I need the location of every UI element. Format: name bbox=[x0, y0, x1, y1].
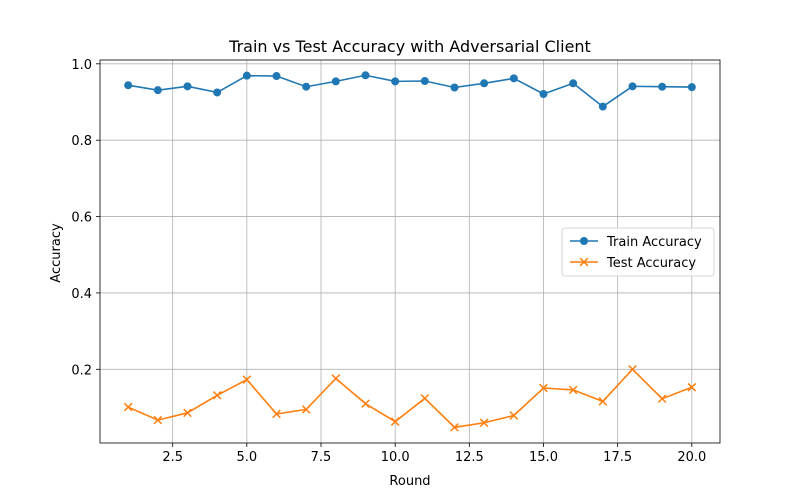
data-point bbox=[539, 89, 548, 98]
y-axis-label: Accuracy bbox=[49, 223, 64, 283]
grid bbox=[100, 60, 720, 443]
legend: Train Accuracy Test Accuracy bbox=[561, 227, 715, 277]
data-point bbox=[450, 83, 459, 92]
data-point bbox=[242, 71, 251, 80]
data-point bbox=[687, 382, 697, 392]
data-point bbox=[598, 102, 607, 111]
series-layer bbox=[123, 71, 697, 432]
x-tick-label: 12.5 bbox=[455, 450, 484, 465]
x-tick-label: 5.0 bbox=[236, 450, 257, 465]
data-point bbox=[657, 394, 667, 404]
data-point bbox=[361, 71, 370, 80]
data-point bbox=[331, 374, 341, 383]
x-tick-label: 7.5 bbox=[311, 450, 332, 465]
y-tick-label: 0.6 bbox=[71, 211, 92, 226]
data-point bbox=[598, 397, 608, 406]
data-point bbox=[628, 82, 637, 91]
y-tick-label: 0.8 bbox=[71, 134, 92, 149]
data-point bbox=[509, 74, 518, 83]
legend-marker bbox=[580, 237, 588, 245]
x-axis-label: Round bbox=[389, 474, 430, 489]
data-point bbox=[509, 411, 519, 420]
y-tick-label: 0.2 bbox=[71, 363, 92, 378]
data-point bbox=[272, 72, 281, 81]
data-point bbox=[183, 408, 192, 418]
data-point bbox=[420, 77, 429, 86]
series-0 bbox=[124, 71, 696, 111]
data-point bbox=[687, 83, 696, 92]
legend-marker bbox=[579, 257, 589, 267]
legend-entry: Train Accuracy bbox=[570, 235, 702, 250]
legend-label: Test Accuracy bbox=[606, 256, 696, 271]
legend-box bbox=[561, 227, 715, 277]
data-point bbox=[153, 415, 163, 425]
chart-title: Train vs Test Accuracy with Adversarial … bbox=[228, 37, 591, 56]
data-point bbox=[420, 393, 430, 403]
data-point bbox=[212, 390, 222, 400]
data-point bbox=[568, 385, 578, 395]
y-tick-label: 1.0 bbox=[71, 58, 92, 73]
data-point bbox=[331, 77, 340, 86]
data-point bbox=[183, 82, 192, 91]
series-1 bbox=[123, 364, 697, 432]
data-point bbox=[569, 79, 578, 88]
series-line bbox=[128, 74, 692, 108]
legend-entry: Test Accuracy bbox=[570, 256, 696, 271]
data-point bbox=[479, 418, 489, 428]
data-point bbox=[480, 79, 489, 88]
data-point bbox=[658, 82, 667, 91]
data-point bbox=[242, 375, 252, 384]
data-point bbox=[272, 409, 281, 419]
x-tick-label: 15.0 bbox=[529, 450, 558, 465]
data-point bbox=[539, 383, 548, 393]
x-tick-label: 2.5 bbox=[162, 450, 183, 465]
plot-frame bbox=[99, 59, 721, 444]
x-tick-label: 17.5 bbox=[603, 450, 632, 465]
axes: 2.5 5.0 7.5 10.0 12.5 15.0 17.5 20.0 0.2 0.4 0.6 0.… bbox=[71, 58, 721, 465]
data-point bbox=[391, 77, 400, 86]
data-point bbox=[450, 423, 459, 432]
data-point bbox=[302, 82, 311, 91]
data-point bbox=[361, 399, 370, 408]
data-point bbox=[123, 402, 133, 412]
data-point bbox=[301, 405, 311, 414]
x-tick-label: 20.0 bbox=[677, 450, 706, 465]
y-tick-label: 0.4 bbox=[71, 287, 92, 302]
legend-label: Train Accuracy bbox=[606, 235, 702, 250]
data-point bbox=[213, 88, 222, 97]
data-point bbox=[153, 86, 162, 95]
series-line bbox=[127, 368, 693, 429]
data-point bbox=[390, 417, 400, 426]
data-point bbox=[124, 81, 133, 90]
x-tick-label: 10.0 bbox=[381, 450, 410, 465]
data-point bbox=[628, 364, 637, 374]
